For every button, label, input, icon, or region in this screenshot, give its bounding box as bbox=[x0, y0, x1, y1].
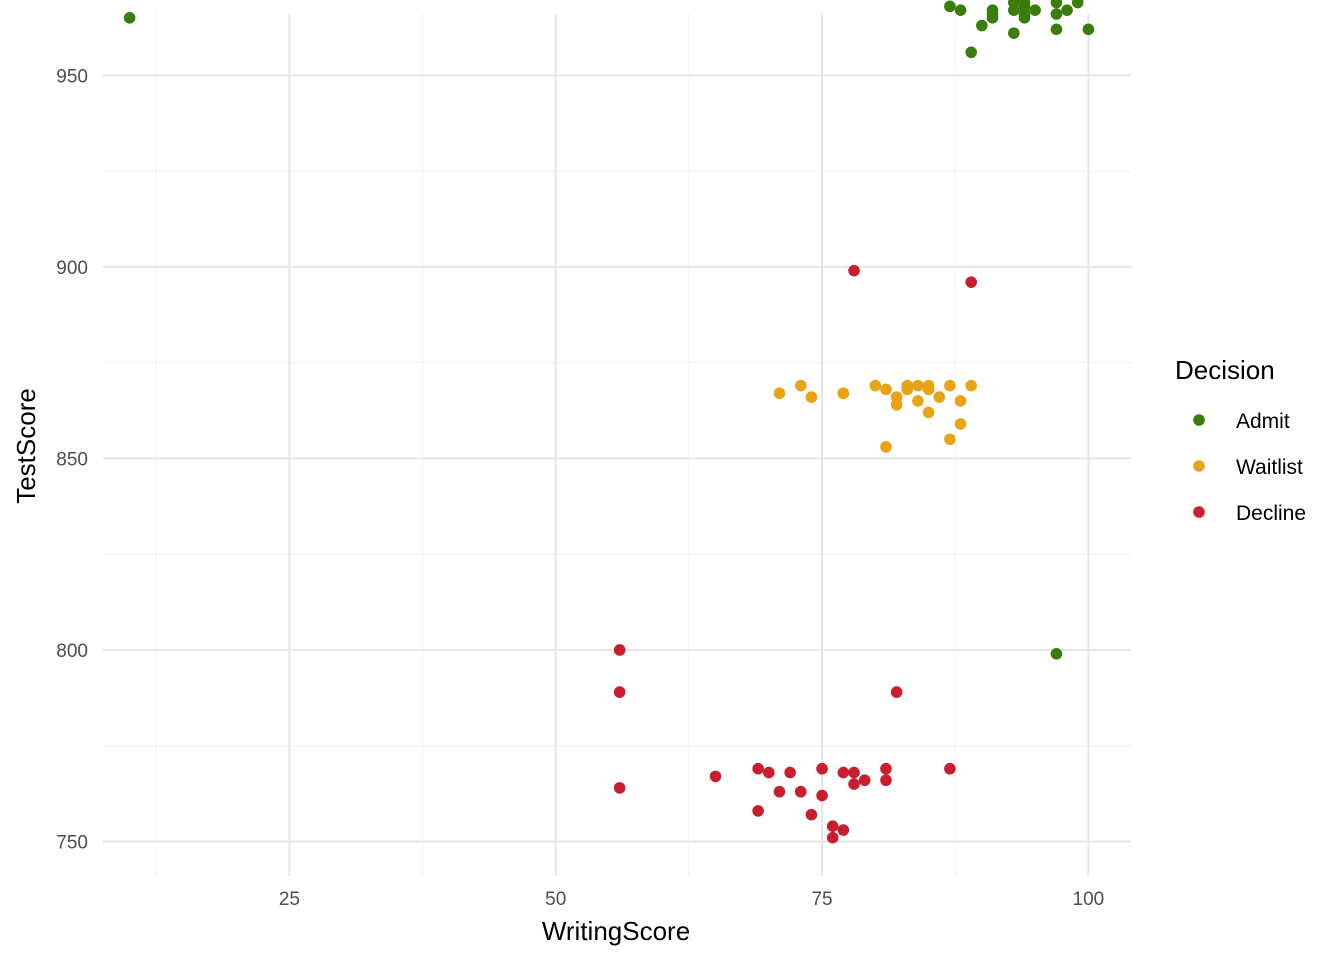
legend-label-decline: Decline bbox=[1236, 502, 1306, 525]
point-admit bbox=[944, 0, 956, 13]
point-decline bbox=[613, 686, 626, 698]
point-waitlist bbox=[880, 441, 892, 453]
point-waitlist bbox=[933, 391, 946, 403]
minor-gridlines bbox=[103, 14, 1131, 876]
legend-label-waitlist: Waitlist bbox=[1236, 456, 1303, 479]
point-decline bbox=[752, 805, 764, 817]
point-decline bbox=[848, 766, 860, 779]
point-decline bbox=[880, 774, 892, 787]
point-waitlist bbox=[912, 395, 924, 407]
point-waitlist bbox=[965, 379, 978, 392]
point-admit bbox=[986, 4, 999, 16]
point-admit bbox=[1071, 0, 1084, 9]
point-decline bbox=[773, 785, 786, 798]
x-tick-label: 75 bbox=[811, 889, 832, 910]
legend: Decision Admit Waitlist Decline bbox=[1175, 355, 1306, 525]
x-tick-label: 100 bbox=[1073, 889, 1105, 910]
point-waitlist bbox=[890, 398, 903, 411]
point-decline bbox=[709, 770, 722, 783]
point-decline bbox=[848, 778, 860, 790]
point-decline bbox=[752, 762, 764, 775]
point-admit bbox=[1018, 0, 1031, 9]
legend-key-admit bbox=[1193, 414, 1205, 426]
point-admit bbox=[1050, 0, 1063, 9]
x-tick-label: 50 bbox=[545, 889, 566, 910]
point-decline bbox=[794, 785, 807, 798]
point-decline bbox=[880, 762, 892, 775]
point-waitlist bbox=[944, 433, 956, 446]
point-waitlist bbox=[880, 383, 892, 396]
point-waitlist bbox=[901, 383, 914, 396]
y-tick-label: 950 bbox=[56, 66, 88, 87]
legend-key-decline bbox=[1193, 506, 1205, 518]
point-admit bbox=[1008, 0, 1020, 9]
y-tick-label: 800 bbox=[56, 641, 88, 662]
legend-label-admit: Admit bbox=[1236, 410, 1290, 433]
x-axis-tick-labels: 25 50 75 100 bbox=[279, 889, 1104, 910]
point-waitlist bbox=[805, 391, 818, 403]
point-admit bbox=[1050, 23, 1063, 36]
point-admit bbox=[1082, 23, 1095, 36]
point-waitlist bbox=[954, 395, 967, 407]
point-decline bbox=[826, 831, 839, 844]
point-waitlist bbox=[922, 383, 935, 396]
legend-key-waitlist bbox=[1193, 460, 1205, 472]
point-waitlist bbox=[869, 379, 882, 392]
x-axis-title: WritingScore bbox=[542, 916, 690, 946]
point-admit bbox=[1050, 647, 1063, 660]
point-decline bbox=[816, 762, 828, 775]
data-points bbox=[123, 0, 1095, 844]
point-decline bbox=[944, 762, 956, 775]
point-decline bbox=[763, 766, 775, 779]
point-admit bbox=[1008, 27, 1020, 39]
major-gridlines bbox=[103, 14, 1131, 876]
legend-title: Decision bbox=[1175, 355, 1275, 385]
x-tick-label: 25 bbox=[279, 889, 300, 910]
point-decline bbox=[784, 766, 796, 779]
point-decline bbox=[965, 276, 978, 288]
point-decline bbox=[837, 766, 850, 779]
point-waitlist bbox=[944, 379, 956, 392]
point-decline bbox=[848, 264, 860, 277]
y-axis-tick-labels: 750 800 850 900 950 bbox=[56, 66, 88, 853]
point-admit bbox=[1029, 4, 1041, 16]
point-waitlist bbox=[837, 387, 850, 400]
point-decline bbox=[613, 782, 626, 794]
point-admit bbox=[1050, 8, 1063, 20]
point-admit bbox=[954, 4, 967, 16]
point-admit bbox=[976, 19, 988, 32]
point-admit bbox=[965, 46, 978, 59]
point-decline bbox=[816, 789, 828, 802]
point-decline bbox=[858, 774, 871, 787]
y-tick-label: 850 bbox=[56, 449, 88, 470]
y-axis-title: TestScore bbox=[11, 388, 41, 504]
point-decline bbox=[837, 824, 850, 836]
y-tick-label: 750 bbox=[56, 833, 88, 854]
point-decline bbox=[805, 808, 818, 821]
point-admit bbox=[1061, 4, 1073, 16]
point-waitlist bbox=[922, 406, 935, 419]
y-tick-label: 900 bbox=[56, 258, 88, 279]
point-waitlist bbox=[912, 379, 924, 392]
point-admit bbox=[123, 12, 136, 24]
point-waitlist bbox=[954, 418, 967, 430]
point-decline bbox=[613, 644, 626, 656]
point-decline bbox=[890, 686, 903, 698]
point-waitlist bbox=[794, 379, 807, 392]
point-waitlist bbox=[773, 387, 786, 400]
point-decline bbox=[826, 820, 839, 832]
